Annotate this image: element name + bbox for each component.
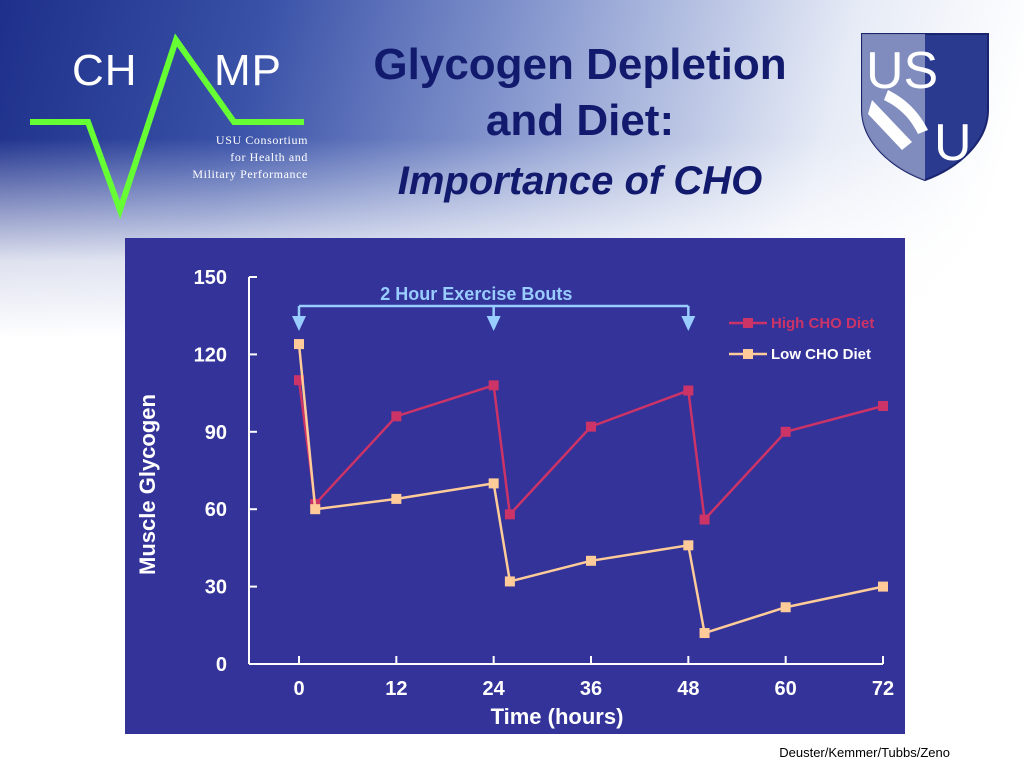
x-tick-label-1: 12 [385, 678, 407, 700]
series-0-point-2 [391, 411, 402, 422]
credit-text: Deuster/Kemmer/Tubbs/Zeno [779, 745, 950, 760]
legend-label-0: High CHO Diet [771, 315, 874, 332]
usu-logo-text-bottom: U [934, 114, 972, 172]
series-1-point-1 [310, 504, 321, 515]
legend-label-1: Low CHO Diet [771, 346, 871, 363]
x-tick-label-0: 0 [293, 678, 304, 700]
slide-title: Glycogen Depletion and Diet: Importance … [300, 40, 860, 204]
series-0-point-6 [683, 385, 694, 396]
title-line-3: Importance of CHO [397, 159, 763, 203]
logo-line-1: USU Consortium [215, 133, 308, 147]
series-line-0 [297, 380, 884, 521]
annotation-arrow-head-2 [681, 316, 696, 331]
series-0-point-9 [878, 401, 888, 411]
x-tick-label-4: 48 [677, 678, 699, 700]
annotation-arrow-head-1 [486, 316, 501, 331]
glycogen-line-chart: 0 30 60 90 120 150 0 12 24 36 48 60 72 Time (hours) Mu… [135, 267, 894, 729]
y-tick-label-0: 0 [216, 654, 227, 676]
logo-champ-prefix: CH [72, 46, 138, 95]
logo-consortium-text: USU Consortium for Health and Military P… [192, 132, 308, 183]
usu-shield-icon: US U [861, 33, 989, 182]
annotation-label: 2 Hour Exercise Bouts [380, 284, 572, 304]
series-line-1 [297, 343, 884, 635]
series-1-point-7 [699, 628, 710, 639]
legend-marker-1 [743, 349, 753, 359]
series-0-point-7 [699, 514, 710, 525]
x-axis-label: Time (hours) [491, 704, 624, 729]
usu-shield-logo: US U [858, 30, 992, 182]
champ-logo: CH MP USU Consortium for Health and Mili… [28, 22, 308, 222]
y-tick-label-3: 90 [205, 422, 227, 444]
series-1-point-4 [504, 576, 515, 587]
series-0-point-4 [504, 509, 515, 520]
series-1-point-0 [294, 339, 304, 350]
y-tick-label-1: 30 [205, 577, 227, 599]
series-1-point-3 [488, 478, 499, 489]
x-tick-label-2: 24 [483, 678, 506, 700]
series-1-point-9 [878, 581, 888, 592]
y-tick-label-4: 120 [194, 344, 227, 366]
annotation-arrow-head-0 [292, 316, 306, 331]
y-tick-label-2: 60 [205, 499, 227, 521]
x-tick-label-3: 36 [580, 678, 602, 700]
series-1-point-2 [391, 493, 402, 504]
series-0-point-3 [488, 380, 499, 391]
legend-marker-0 [743, 318, 753, 328]
series-0-point-5 [586, 421, 596, 432]
series-0-point-8 [780, 426, 791, 437]
y-axis-label: Muscle Glycogen [135, 394, 160, 575]
heartbeat-line-icon [30, 33, 304, 220]
logo-champ-suffix: MP [214, 46, 282, 95]
series-1-point-8 [780, 602, 791, 613]
series-1-point-5 [586, 555, 596, 566]
logo-line-2: for Health and [230, 150, 308, 164]
logo-line-3: Military Performance [192, 167, 308, 181]
title-line-1: Glycogen Depletion [373, 40, 787, 89]
series-1-point-6 [683, 540, 694, 551]
title-line-2: and Diet: [485, 96, 675, 145]
y-tick-label-5: 150 [194, 267, 227, 289]
series-0-point-0 [294, 375, 304, 386]
x-tick-label-6: 72 [872, 678, 894, 700]
x-tick-label-5: 60 [775, 678, 797, 700]
usu-logo-text-top: US [866, 42, 938, 100]
chart-panel: 0 30 60 90 120 150 0 12 24 36 48 60 72 Time (hours) Mu… [125, 238, 905, 734]
